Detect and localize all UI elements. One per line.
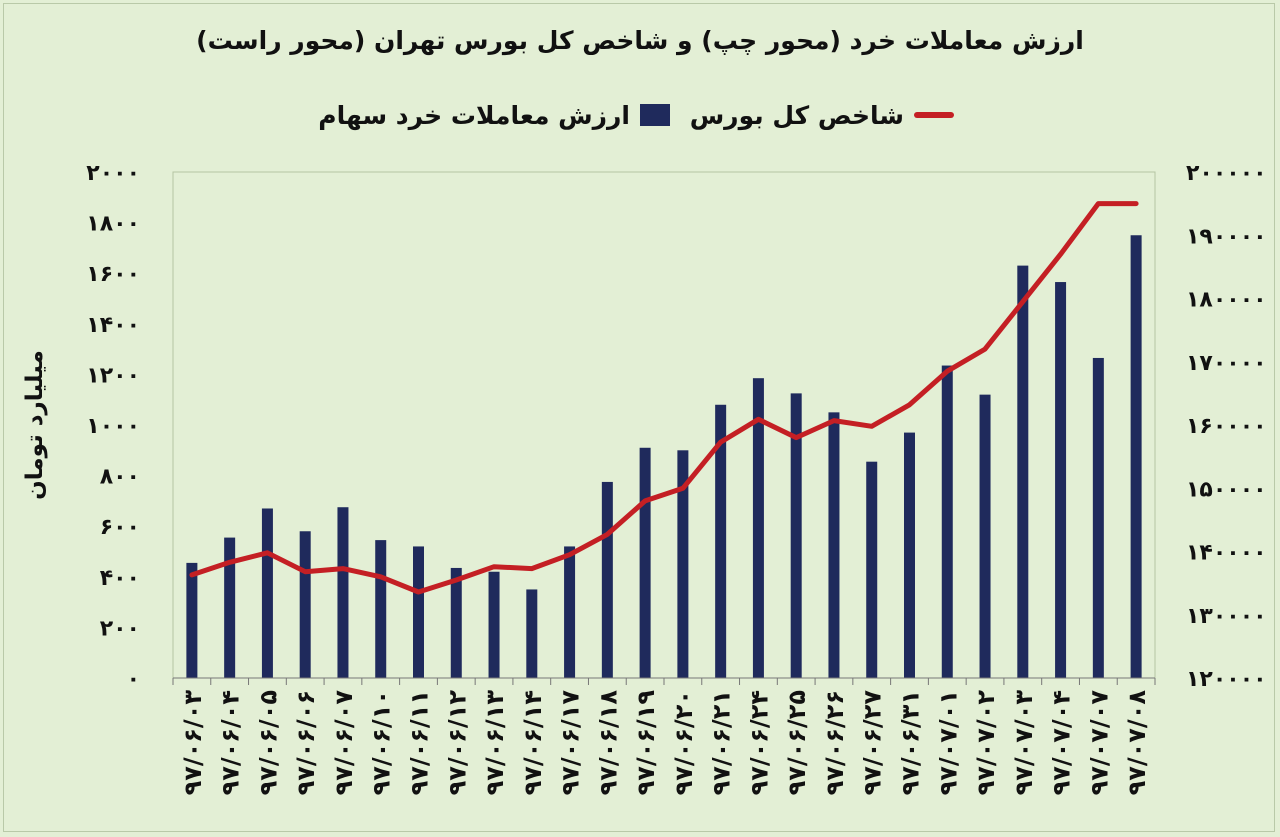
- x-axis: ۹۷/۰۶/۰۳ ۹۷/۰۶/۰۴ ۹۷/۰۶/۰۵ ۹۷/۰۶/۰۶ ۹۷/۰۶/۰۷…: [172, 677, 1156, 796]
- x-tick-label: ۹۷/۰۶/۲۰: [670, 690, 698, 795]
- x-tick-label: ۹۷/۰۷/۰۴: [1048, 690, 1076, 795]
- y-left-tick-label: ۲۰۰: [100, 616, 140, 641]
- chart-title: ارزش معاملات خرد (محور چپ) و شاخص کل بور…: [196, 26, 1084, 55]
- bar: [715, 404, 727, 678]
- x-tick-label: ۹۷/۰۶/۳۱: [897, 690, 925, 795]
- bar-series: [186, 235, 1142, 678]
- x-tick-label: ۹۷/۰۶/۲۵: [783, 690, 811, 795]
- line-series: [189, 201, 1139, 595]
- y-left-tick-label: ۱۲۰۰: [86, 363, 140, 388]
- bar: [601, 481, 613, 678]
- bar: [1130, 235, 1142, 678]
- bar: [337, 507, 349, 678]
- plot-area: [172, 171, 1156, 679]
- bar: [790, 393, 802, 678]
- bar: [941, 365, 953, 678]
- y-left-tick-label: ۶۰۰: [100, 515, 140, 540]
- x-tick-label: ۹۷/۰۶/۰۵: [254, 690, 282, 795]
- bar: [526, 589, 538, 678]
- x-tick-label: ۹۷/۰۶/۱۸: [594, 690, 622, 796]
- x-tick-label: ۹۷/۰۶/۱۷: [557, 690, 585, 796]
- x-tick-label: ۹۷/۰۷/۰۲: [972, 690, 1000, 796]
- x-tick-label: ۹۷/۰۶/۰۶: [292, 690, 320, 795]
- bar: [1017, 265, 1029, 678]
- y-left-tick-label: ۰: [127, 667, 140, 692]
- legend-label-value: ارزش معاملات خرد سهام: [318, 100, 630, 130]
- bar: [828, 412, 840, 678]
- y-axis-right: ۱۲۰۰۰۰ ۱۳۰۰۰۰ ۱۴۰۰۰۰ ۱۵۰۰۰۰ ۱۶۰۰۰۰ ۱۷۰۰۰۰ ۱۸۰۰…: [1186, 161, 1267, 692]
- x-tick-label: ۹۷/۰۶/۱۰: [368, 690, 396, 795]
- y-right-tick-label: ۱۹۰۰۰۰: [1186, 224, 1267, 249]
- x-tick-label: ۹۷/۰۶/۰۴: [217, 690, 245, 795]
- legend-line-swatch: [914, 112, 954, 118]
- bar: [979, 394, 991, 678]
- x-tick-label: ۹۷/۰۶/۲۴: [745, 690, 773, 795]
- x-tick-label: ۹۷/۰۶/۱۲: [443, 690, 471, 796]
- y-left-tick-label: ۱۶۰۰: [86, 262, 140, 287]
- x-tick-label: ۹۷/۰۶/۱۴: [519, 690, 547, 795]
- y-left-tick-label: ۴۰۰: [100, 566, 140, 591]
- x-tick-label: ۹۷/۰۶/۱۳: [481, 690, 509, 796]
- y-right-tick-label: ۱۵۰۰۰۰: [1186, 477, 1267, 502]
- bar: [261, 508, 273, 678]
- bar: [413, 546, 424, 678]
- y-right-tick-label: ۱۶۰۰۰۰: [1186, 414, 1267, 439]
- y-left-tick-label: ۸۰۰: [100, 465, 140, 490]
- x-tick-label: ۹۷/۰۶/۰۳: [179, 690, 207, 796]
- bar: [299, 531, 311, 678]
- y-axis-left: ۰ ۲۰۰ ۴۰۰ ۶۰۰ ۸۰۰ ۱۰۰۰ ۱۲۰۰ ۱۴۰۰ ۱۶۰۰ ۱۸۰۰ ۲۰۰۰: [86, 161, 140, 692]
- x-tick-label: ۹۷/۰۶/۱۱: [406, 690, 434, 795]
- y-right-tick-label: ۱۸۰۰۰۰: [1186, 288, 1267, 313]
- bar: [866, 461, 878, 678]
- bar: [677, 450, 689, 678]
- bar: [564, 546, 576, 678]
- x-tick-label: ۹۷/۰۶/۲۱: [708, 690, 736, 795]
- bar: [1055, 282, 1067, 678]
- y-right-tick-label: ۱۲۰۰۰۰: [1186, 667, 1267, 692]
- y-left-tick-label: ۲۰۰۰: [86, 161, 140, 186]
- index-line: [189, 201, 1139, 595]
- y-left-tick-label: ۱۴۰۰: [86, 313, 140, 338]
- bar: [1092, 357, 1104, 678]
- y-right-tick-label: ۲۰۰۰۰۰: [1186, 161, 1267, 186]
- bar: [904, 432, 915, 678]
- bar: [752, 378, 764, 678]
- x-tick-label: ۹۷/۰۶/۱۹: [632, 690, 660, 796]
- bar: [639, 447, 651, 678]
- legend: شاخص کل بورس ارزش معاملات خرد سهام: [0, 95, 1280, 135]
- chart-frame: [3, 3, 1275, 832]
- x-tick-label: ۹۷/۰۶/۰۷: [330, 690, 358, 796]
- bar: [488, 571, 500, 678]
- bar: [186, 562, 198, 678]
- legend-label-index: شاخص کل بورس: [689, 100, 904, 130]
- y-right-tick-label: ۱۳۰۰۰۰: [1186, 604, 1267, 629]
- legend-item-value: ارزش معاملات خرد سهام: [318, 95, 670, 135]
- x-tick-label: ۹۷/۰۶/۲۶: [821, 690, 849, 795]
- x-tick-label: ۹۷/۰۶/۲۷: [859, 690, 887, 796]
- x-tick-label: ۹۷/۰۷/۰۳: [1010, 690, 1038, 796]
- legend-item-index: شاخص کل بورس: [690, 95, 954, 135]
- bar: [450, 567, 462, 678]
- x-tick-label: ۹۷/۰۷/۰۷: [1085, 690, 1113, 796]
- x-tick-label: ۹۷/۰۷/۰۱: [934, 690, 962, 795]
- bar: [224, 537, 236, 678]
- y-right-tick-label: ۱۴۰۰۰۰: [1186, 541, 1267, 566]
- legend-bar-swatch: [640, 104, 670, 126]
- x-tick-label: ۹۷/۰۷/۰۸: [1123, 690, 1151, 796]
- y-left-tick-label: ۱۰۰۰: [86, 414, 140, 439]
- bar: [375, 540, 387, 678]
- y-left-tick-label: ۱۸۰۰: [86, 212, 140, 237]
- y-right-tick-label: ۱۷۰۰۰۰: [1186, 351, 1267, 376]
